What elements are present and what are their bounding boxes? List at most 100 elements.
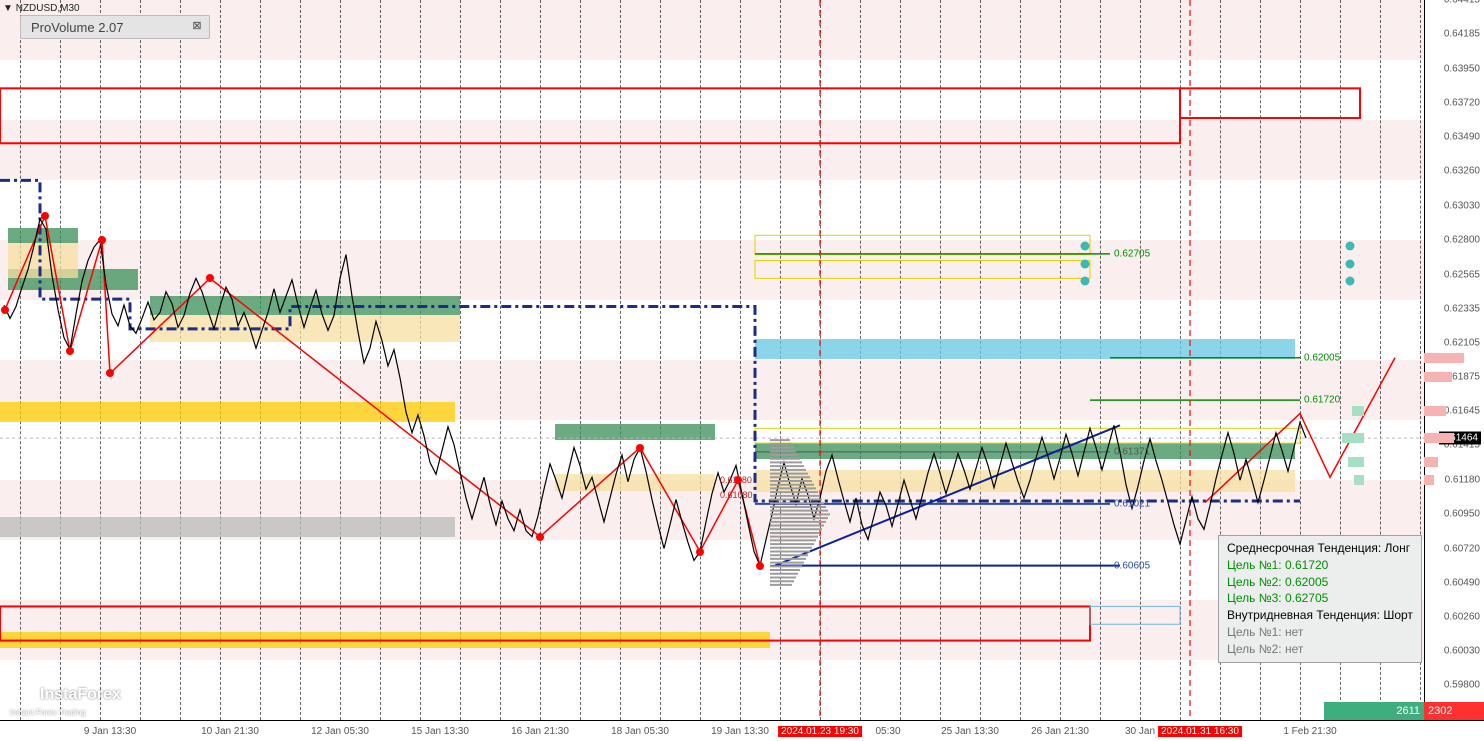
- vprofile-bar: [1348, 457, 1364, 467]
- price-zone: [755, 443, 1295, 459]
- target-dot: [1081, 277, 1090, 286]
- y-tick-label: 0.63260: [1444, 166, 1480, 177]
- vgrid-line: [140, 0, 141, 720]
- y-tick-label: 0.64185: [1444, 29, 1480, 40]
- x-tick-label: 26 Jan 21:30: [1031, 726, 1089, 737]
- target-dot: [1081, 241, 1090, 250]
- vgrid-line: [500, 0, 501, 720]
- y-tick-label: 0.63030: [1444, 200, 1480, 211]
- vprofile-bar: [1352, 406, 1364, 416]
- target-dot: [1346, 241, 1355, 250]
- y-tick-label: 0.64415: [1444, 0, 1480, 6]
- vprofile-bar: [1424, 406, 1446, 416]
- price-zone: [8, 243, 78, 279]
- hline-label: 0.61720: [1304, 395, 1340, 406]
- vgrid-line: [620, 0, 621, 720]
- y-tick-label: 0.62800: [1444, 234, 1480, 245]
- pivot-dot: [696, 548, 704, 556]
- y-tick-label: 0.62335: [1444, 303, 1480, 314]
- vprofile-bar: [1424, 353, 1464, 363]
- broker-logo: InstaForex Instant Forex Trading: [10, 682, 121, 717]
- hline-label: 0.61371: [1114, 446, 1150, 457]
- vprofile-bar: [1424, 433, 1454, 443]
- vgrid-line: [940, 0, 941, 720]
- volume-left: 2611: [1324, 702, 1424, 720]
- y-tick-label: 0.60720: [1444, 543, 1480, 554]
- x-tick-label: 15 Jan 13:30: [411, 726, 469, 737]
- hline-label: 0.61021: [1114, 498, 1150, 509]
- vgrid-line: [260, 0, 261, 720]
- y-tick-label: 0.60490: [1444, 577, 1480, 588]
- pivot-dot: [41, 212, 49, 220]
- vgrid-line: [180, 0, 181, 720]
- price-zone: [0, 517, 455, 536]
- vgrid-line: [860, 0, 861, 720]
- y-tick-label: 0.61645: [1444, 406, 1480, 417]
- panel-row: Цель №2: нет: [1227, 641, 1413, 658]
- y-tick-label: 0.62565: [1444, 269, 1480, 280]
- vgrid-line: [1140, 0, 1141, 720]
- x-tick-label: 19 Jan 13:30: [711, 726, 769, 737]
- vprofile-bar: [1354, 475, 1364, 485]
- pivot-dot: [636, 444, 644, 452]
- target-dot: [1081, 259, 1090, 268]
- pivot-dot: [66, 347, 74, 355]
- pivot-dot: [756, 562, 764, 570]
- hline-label: 0.60605: [1114, 560, 1150, 571]
- vgrid-line: [60, 0, 61, 720]
- y-tick-label: 0.63490: [1444, 132, 1480, 143]
- vgrid-line: [20, 0, 21, 720]
- price-label: 0.61180: [720, 475, 752, 485]
- vgrid-line: [780, 0, 781, 720]
- hline-label: 0.62705: [1114, 248, 1150, 259]
- targets-panel: Среднесрочная Тенденция: ЛонгЦель №1: 0.…: [1218, 535, 1422, 663]
- x-tick-label: 10 Jan 21:30: [201, 726, 259, 737]
- target-dot: [1346, 277, 1355, 286]
- vgrid-line: [540, 0, 541, 720]
- x-tick-label: 30 Jan: [1125, 726, 1155, 737]
- x-tick-label: 18 Jan 05:30: [611, 726, 669, 737]
- panel-row: Среднесрочная Тенденция: Лонг: [1227, 540, 1413, 557]
- price-zone: [150, 296, 460, 315]
- background-row: [0, 600, 1424, 660]
- price-zone: [8, 228, 78, 243]
- vgrid-line: [100, 0, 101, 720]
- vgrid-line: [660, 0, 661, 720]
- panel-row: Цель №3: 0.62705: [1227, 590, 1413, 607]
- background-row: [0, 120, 1424, 180]
- background-row: [0, 0, 1424, 60]
- vgrid-line: [580, 0, 581, 720]
- close-icon[interactable]: ⊠: [189, 19, 205, 35]
- chart-root: 0.627050.620050.617200.610210.606050.613…: [0, 0, 1484, 741]
- vgrid-line: [740, 0, 741, 720]
- vgrid-line: [1180, 0, 1181, 720]
- vgrid-line: [420, 0, 421, 720]
- indicator-name-text: ProVolume 2.07: [31, 20, 124, 35]
- chart-plot-area[interactable]: 0.627050.620050.617200.610210.606050.613…: [0, 0, 1424, 720]
- price-zone: [555, 474, 715, 490]
- y-tick-label: 0.60950: [1444, 509, 1480, 520]
- vgrid-line: [820, 0, 821, 720]
- price-zone: [0, 402, 455, 422]
- vgrid-line: [980, 0, 981, 720]
- pivot-dot: [206, 274, 214, 282]
- indicator-label[interactable]: ProVolume 2.07 ⊠: [20, 15, 210, 39]
- panel-row: Внутридневная Тенденция: Шорт: [1227, 607, 1413, 624]
- vprofile-bar: [1424, 457, 1438, 467]
- vgrid-line: [1060, 0, 1061, 720]
- vgrid-line: [900, 0, 901, 720]
- price-zone: [755, 470, 1295, 492]
- symbol-title: ▼ NZDUSD,M30: [3, 3, 80, 14]
- price-label: 0.61080: [720, 490, 753, 500]
- x-tick-label: 2024.01.23 19:30: [778, 726, 862, 737]
- vprofile-bar: [1424, 475, 1434, 485]
- y-tick-label: 0.61180: [1445, 475, 1480, 486]
- pivot-dot: [98, 236, 106, 244]
- x-tick-label: 05:30: [875, 726, 900, 737]
- vgrid-line: [340, 0, 341, 720]
- y-tick-label: 0.62105: [1444, 337, 1480, 348]
- y-tick-label: 0.60030: [1444, 645, 1480, 656]
- vgrid-line: [700, 0, 701, 720]
- pivot-dot: [536, 533, 544, 541]
- x-tick-label: 2024.01.31 16:30: [1158, 726, 1242, 737]
